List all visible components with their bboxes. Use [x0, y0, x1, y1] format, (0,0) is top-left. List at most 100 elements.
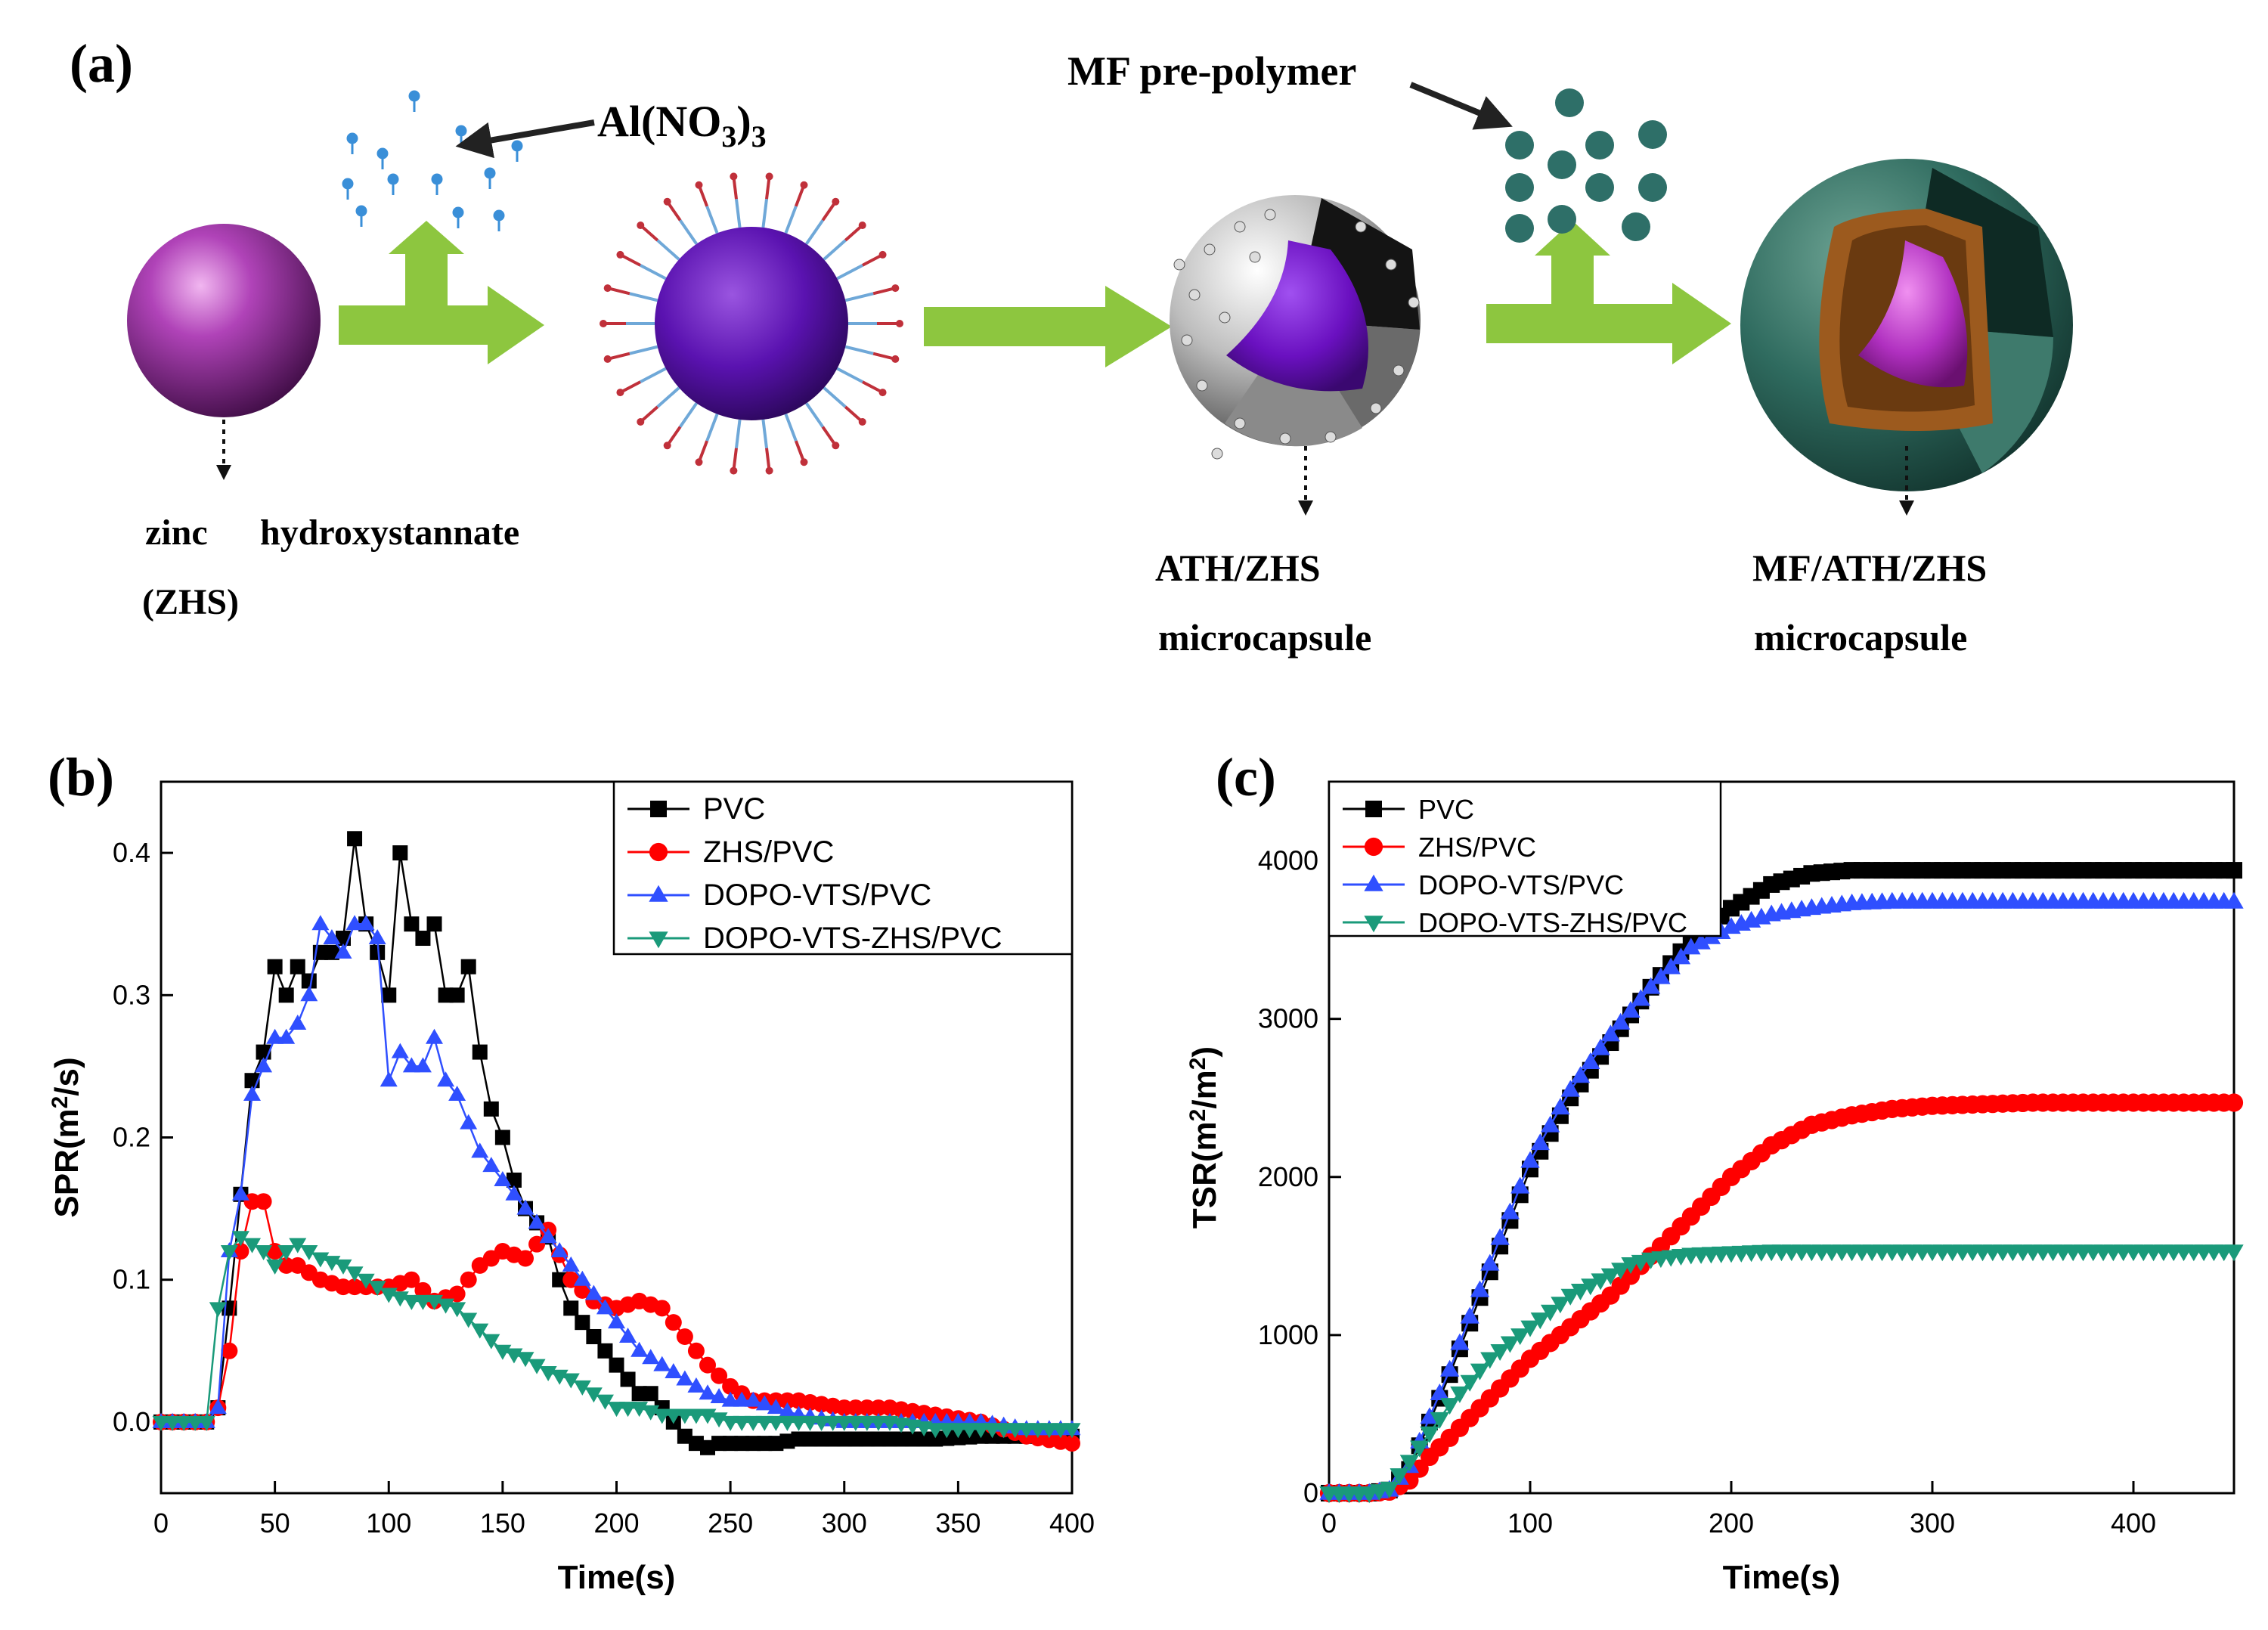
data-point [573, 1270, 591, 1286]
data-point [528, 1359, 546, 1374]
data-point [368, 1281, 386, 1297]
surface-dot [1211, 448, 1223, 460]
data-point [471, 1142, 489, 1158]
data-point [744, 1415, 762, 1431]
series-line [161, 922, 1072, 1430]
legend-item: DOPO-VTS-ZHS/PVC [1343, 907, 1687, 938]
data-point [1439, 1359, 1460, 1377]
surface-dot [1181, 334, 1193, 346]
zhs-caption-abbrev: (ZHS) [142, 582, 239, 622]
data-point [1430, 1384, 1449, 1401]
data-point [1621, 1001, 1641, 1018]
data-point [894, 1431, 909, 1447]
data-point [1410, 1440, 1430, 1458]
data-point [460, 1312, 478, 1328]
data-point [1570, 1284, 1591, 1301]
data-point [779, 1433, 795, 1449]
ath-caption-line1: ATH/ZHS [1155, 547, 1321, 589]
legend-label: PVC [1418, 794, 1474, 825]
data-point [813, 1415, 831, 1431]
legend: PVC ZHS/PVC DOPO-VTS/PVC DOPO-VTS-ZHS/PVC [1328, 780, 1722, 938]
surface-dot [1196, 380, 1208, 392]
data-point [243, 1193, 261, 1210]
data-point [1520, 1320, 1540, 1337]
data-point [415, 931, 431, 947]
surface-dot [1393, 364, 1405, 377]
x-axis-label: Time(s) [1723, 1559, 1841, 1596]
x-tick-label: 0 [153, 1508, 169, 1539]
data-point [1450, 1333, 1470, 1350]
x-tick-label: 400 [2111, 1508, 2156, 1539]
ligand-tip [891, 284, 900, 293]
ligand-tail [735, 419, 742, 449]
ligand-head [666, 200, 682, 222]
data-point [1420, 1407, 1439, 1424]
data-point [209, 1399, 227, 1415]
data-point [620, 1371, 636, 1387]
data-point [334, 943, 352, 959]
data-point [916, 1431, 932, 1447]
series-line [1329, 900, 2234, 1495]
data-point [2224, 1093, 2244, 1112]
ligand-tip [695, 181, 703, 189]
data-point [650, 801, 667, 817]
data-point [1500, 1336, 1520, 1353]
data-point [505, 1185, 523, 1201]
data-point [516, 1352, 534, 1368]
data-point [870, 1431, 886, 1447]
ligand-head [872, 287, 896, 296]
data-point [676, 1370, 694, 1386]
data-point [290, 959, 305, 975]
series-dopo-vts-zhs-pvc [152, 1231, 1081, 1439]
data-point [1551, 1297, 1570, 1314]
ligand-tail [844, 292, 874, 302]
panel-label: (b) [48, 747, 114, 807]
data-point [721, 1415, 739, 1431]
x-tick-label: 100 [1507, 1508, 1553, 1539]
data-point [649, 931, 668, 949]
ligand-tip [832, 442, 840, 450]
panel-label: (c) [1216, 747, 1276, 807]
data-point [649, 885, 668, 902]
data-point [1364, 874, 1383, 891]
data-point [1520, 1151, 1540, 1168]
data-point [734, 1436, 750, 1452]
ligand-tail [836, 367, 863, 383]
data-point [472, 1044, 488, 1060]
ligand-tip [765, 466, 773, 475]
data-point [1530, 1312, 1550, 1330]
data-point [2224, 891, 2244, 909]
data-point [231, 1231, 249, 1247]
data-point [665, 1408, 683, 1424]
data-point [825, 1431, 841, 1447]
legend-item: DOPO-VTS-ZHS/PVC [627, 922, 1002, 955]
legend-label: DOPO-VTS/PVC [1418, 869, 1624, 900]
legend-label: DOPO-VTS-ZHS/PVC [703, 922, 1002, 955]
data-point [482, 1157, 500, 1173]
data-point [926, 1423, 944, 1439]
mf-ath-caption-line1: MF/ATH/ZHS [1752, 547, 1987, 589]
ligand-tail [836, 264, 863, 280]
data-point [619, 1402, 637, 1418]
data-point [221, 1342, 238, 1359]
aluminum-nitrate-molecules [342, 90, 523, 231]
surface-dot [1173, 259, 1185, 271]
data-point [835, 1399, 853, 1417]
data-point [1631, 989, 1650, 1006]
data-point [414, 1057, 432, 1073]
legend-item: DOPO-VTS/PVC [1343, 869, 1624, 900]
ligand-tail [784, 413, 798, 442]
ligand-head [765, 448, 771, 471]
data-point [779, 1392, 796, 1409]
data-point [562, 1373, 580, 1389]
data-point [905, 1431, 921, 1447]
data-point [1018, 1423, 1036, 1439]
data-point [778, 1415, 796, 1431]
x-tick-label: 200 [1709, 1508, 1754, 1539]
data-point [699, 1384, 717, 1400]
legend-item: PVC [627, 792, 765, 826]
legend-box [612, 780, 1074, 956]
data-point [563, 1300, 579, 1316]
x-tick-label: 400 [1049, 1508, 1095, 1539]
